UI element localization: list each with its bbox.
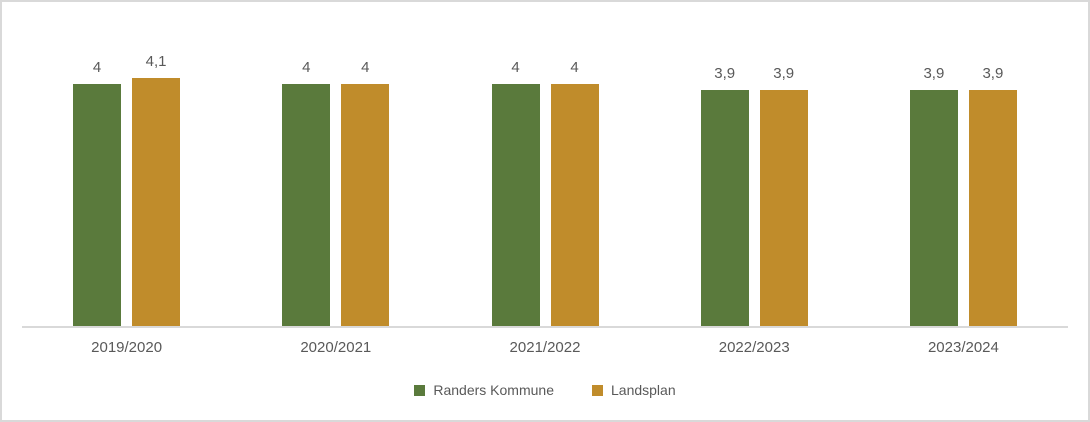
data-label: 3,9 bbox=[773, 65, 795, 82]
bar-group: 3,9 3,9 bbox=[650, 2, 859, 326]
bar-column: 3,9 bbox=[968, 65, 1017, 326]
data-label: 3,9 bbox=[714, 65, 736, 82]
bar-column: 4 bbox=[73, 59, 122, 326]
bar-group: 4 4,1 bbox=[22, 2, 231, 326]
bar-landsplan bbox=[759, 90, 808, 326]
legend-item: Randers Kommune bbox=[414, 382, 554, 398]
data-label: 4,1 bbox=[145, 53, 167, 70]
bar-column: 4 bbox=[491, 59, 540, 326]
bar-column: 4 bbox=[550, 59, 599, 326]
bar-landsplan bbox=[968, 90, 1017, 326]
legend-swatch-icon bbox=[414, 384, 426, 396]
bar-group: 3,9 3,9 bbox=[859, 2, 1068, 326]
x-axis-tick-label: 2021/2022 bbox=[509, 339, 581, 356]
bar-column: 3,9 bbox=[759, 65, 808, 326]
legend-item: Landsplan bbox=[592, 382, 676, 398]
data-label: 3,9 bbox=[923, 65, 945, 82]
chart-legend: Randers Kommune Landsplan bbox=[2, 382, 1088, 398]
bar-column: 4,1 bbox=[132, 53, 181, 326]
bar-column: 4 bbox=[282, 59, 331, 326]
bar-randers-kommune bbox=[700, 90, 749, 326]
x-axis-tick-label: 2022/2023 bbox=[718, 339, 790, 356]
legend-label: Randers Kommune bbox=[433, 382, 554, 398]
data-label: 4 bbox=[361, 59, 370, 76]
x-axis-tick-label: 2023/2024 bbox=[927, 339, 999, 356]
bar-column: 3,9 bbox=[909, 65, 958, 326]
x-axis-tick-label: 2020/2021 bbox=[300, 339, 372, 356]
x-axis-tick-label: 2019/2020 bbox=[91, 339, 163, 356]
data-label: 4 bbox=[570, 59, 579, 76]
data-label: 4 bbox=[511, 59, 520, 76]
legend-swatch-icon bbox=[592, 384, 603, 396]
bar-column: 4 bbox=[341, 59, 390, 326]
x-axis-line bbox=[22, 326, 1068, 328]
data-label: 4 bbox=[302, 59, 311, 76]
bar-randers-kommune bbox=[909, 90, 958, 326]
bar-randers-kommune bbox=[491, 84, 540, 326]
data-label: 3,9 bbox=[982, 65, 1004, 82]
plot-area: 4 4,1 4 4 4 4 3,9 3,9 3,9 3,9 bbox=[2, 2, 1088, 326]
legend-label: Landsplan bbox=[611, 382, 676, 398]
bar-landsplan bbox=[550, 84, 599, 326]
bar-landsplan bbox=[341, 84, 390, 326]
bar-column: 3,9 bbox=[700, 65, 749, 326]
x-axis-labels: 2019/2020 2020/2021 2021/2022 2022/2023 2023… bbox=[2, 338, 1088, 358]
bar-randers-kommune bbox=[73, 84, 122, 326]
data-label: 4 bbox=[92, 59, 102, 76]
bar-randers-kommune bbox=[282, 84, 331, 326]
bar-landsplan bbox=[132, 78, 181, 326]
